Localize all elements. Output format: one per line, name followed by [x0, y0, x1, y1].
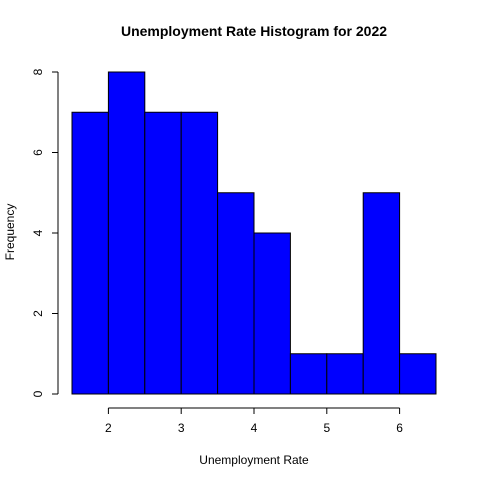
histogram-bar: [289, 353, 328, 395]
y-tick-label: 2: [31, 310, 45, 317]
histogram-bar: [107, 71, 146, 395]
y-tick-label: 8: [31, 68, 45, 75]
histogram-bar: [144, 111, 182, 395]
y-tick-label: 0: [31, 390, 45, 397]
histogram-bar: [326, 353, 364, 395]
histogram-bar: [180, 111, 219, 395]
chart-title: Unemployment Rate Histogram for 2022: [121, 23, 387, 39]
x-axis-label: Unemployment Rate: [199, 453, 309, 467]
histogram-bar: [253, 232, 291, 395]
x-tick-label: 4: [251, 421, 258, 435]
histogram-bar: [71, 111, 109, 395]
y-tick-label: 4: [31, 229, 45, 236]
histogram-bar: [362, 192, 401, 395]
x-tick-label: 2: [105, 421, 112, 435]
bars-group: [71, 71, 437, 395]
x-axis: 2 3 4 5 6: [105, 407, 403, 435]
histogram-bar: [399, 353, 437, 395]
y-axis-label: Frequency: [3, 204, 17, 261]
y-tick-label: 6: [31, 149, 45, 156]
x-tick-label: 3: [178, 421, 185, 435]
x-tick-label: 5: [323, 421, 330, 435]
x-tick-label: 6: [396, 421, 403, 435]
y-axis: 0 2 4 6 8: [31, 68, 59, 397]
histogram-bar: [217, 192, 255, 395]
